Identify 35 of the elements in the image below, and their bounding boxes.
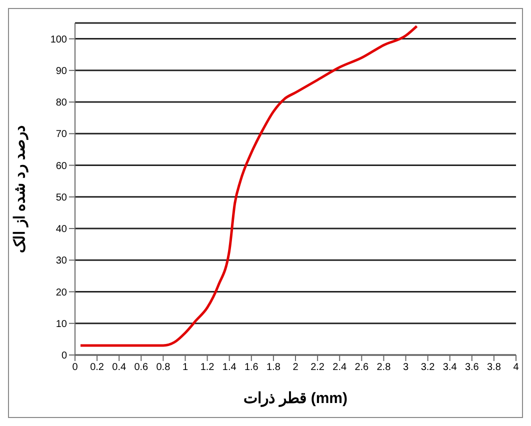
x-tick-label: 3.4	[442, 362, 458, 374]
y-tick-label: 10	[56, 318, 68, 330]
x-tick-label: 1.4	[222, 362, 237, 374]
y-tick-label: 50	[56, 192, 68, 204]
x-tick-label: 3.8	[486, 362, 502, 374]
y-tick-label: 90	[56, 66, 68, 77]
x-tick-label: 4	[513, 362, 520, 374]
x-tick-label: 0.4	[112, 362, 126, 374]
line-series	[79, 24, 418, 347]
y-tick-label: 20	[56, 287, 68, 298]
y-tick-label: 80	[56, 98, 68, 109]
x-tick-label: 2.2	[310, 362, 325, 374]
y-tick-label: 70	[56, 129, 68, 140]
x-tick-label: 3.6	[464, 362, 480, 374]
x-tick-label: 1.8	[266, 362, 281, 374]
x-tick-label: 3	[402, 362, 409, 374]
x-tick-label: 2	[292, 362, 299, 374]
y-tick-label: 0	[61, 350, 68, 362]
x-tick-label: 2.8	[376, 362, 392, 374]
y-tick-label: 60	[56, 160, 68, 172]
x-tick-label: 2.6	[354, 362, 370, 374]
x-tick-label: 0.6	[134, 362, 149, 374]
y-tick-label: 100	[50, 34, 68, 46]
x-tick-label: 0.2	[90, 362, 104, 374]
x-tick-label: 1	[182, 362, 188, 374]
x-axis-title: قطر ذرات (mm)	[243, 390, 348, 407]
x-tick-label: 2.4	[332, 362, 347, 374]
x-tick-label: 0.8	[156, 362, 171, 374]
y-axis-title: درصد رد شده از الک	[11, 125, 28, 253]
x-tick-label: 1.6	[244, 362, 259, 374]
x-tick-label: 3.2	[420, 362, 436, 374]
y-tick-label: 30	[56, 256, 68, 267]
x-tick-label: 1.2	[200, 362, 215, 374]
y-tick-label: 40	[56, 224, 68, 236]
x-tick-label: 0	[72, 362, 78, 374]
